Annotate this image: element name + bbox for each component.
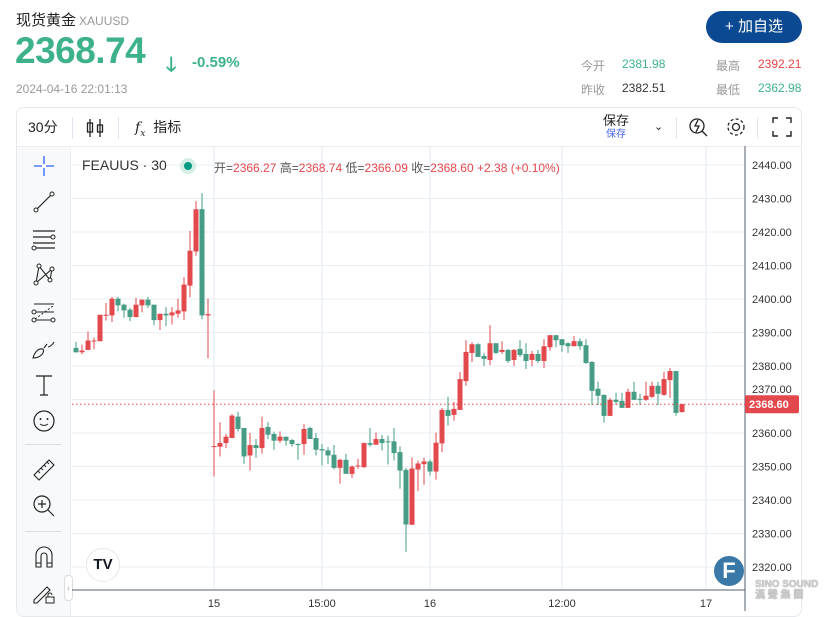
fullscreen-icon	[772, 117, 792, 137]
timestamp: 2024-04-16 22:01:13	[16, 82, 128, 96]
close-value: 2368.60	[430, 161, 474, 175]
save-label: 保存	[603, 113, 630, 128]
low-value: 2362.98	[758, 81, 802, 95]
prev-close-label: 昨收	[581, 83, 606, 97]
change-value: +2.38 (+0.10%)	[477, 161, 560, 175]
market-status-dot	[180, 158, 196, 174]
open-label: 今开	[581, 59, 606, 73]
pencil-lock-icon	[33, 586, 55, 604]
gear-icon	[727, 118, 745, 136]
brush-icon	[32, 341, 55, 359]
divider	[25, 444, 61, 445]
divider	[118, 117, 119, 139]
chart-toolbar: 30分 fx 指标 保存 保存 ⌄	[17, 108, 801, 147]
lock-drawings-tool[interactable]	[30, 579, 58, 607]
f-logo: F	[714, 556, 744, 586]
measure-tool[interactable]	[30, 456, 58, 484]
fibonacci-icon	[31, 303, 56, 323]
parallel-lines-tool[interactable]	[30, 225, 58, 253]
trend-line-icon	[33, 191, 55, 213]
interval-button[interactable]: 30分	[28, 119, 58, 135]
current-price: 2368.74	[15, 30, 146, 71]
instrument-title: 现货黄金 XAUUSD	[16, 9, 129, 30]
text-icon	[36, 375, 52, 396]
ruler-icon	[33, 459, 55, 481]
save-sublabel: 保存	[606, 129, 626, 140]
open-value: 2366.27	[233, 161, 277, 175]
drawing-toolbar	[17, 147, 71, 616]
magnet-icon	[35, 546, 53, 568]
chart-widget: 30分 fx 指标 保存 保存 ⌄ ‹	[16, 107, 802, 617]
divider	[25, 531, 61, 532]
pattern-tool[interactable]	[30, 261, 58, 289]
fib-tool[interactable]	[30, 298, 58, 326]
ohlc-legend: 开=2366.27 高=2368.74 低=2366.09 收=2368.60 …	[214, 159, 560, 176]
watermark-logo: SINO SOUND 漢 聲 集 團	[755, 579, 819, 601]
trend-line-tool[interactable]	[30, 188, 58, 216]
high-label: 高=	[279, 161, 299, 175]
low-label: 最低	[716, 83, 741, 97]
close-label: 收=	[411, 161, 431, 175]
settings-button[interactable]	[725, 108, 747, 147]
magnet-tool[interactable]	[30, 543, 58, 571]
function-icon: fx	[135, 120, 146, 139]
candle-style-button[interactable]	[85, 108, 107, 147]
text-tool[interactable]	[30, 371, 58, 399]
chevron-down-icon[interactable]: ⌄	[654, 121, 664, 133]
change-percent: -0.59%	[192, 54, 240, 71]
fullscreen-button[interactable]	[772, 108, 792, 147]
add-to-watchlist-button[interactable]: + 加自选	[706, 11, 802, 43]
divider	[72, 117, 73, 139]
emoji-tool[interactable]	[30, 407, 58, 435]
prev-close-value: 2382.51	[622, 81, 666, 95]
open-value: 2381.98	[622, 57, 666, 71]
brush-tool[interactable]	[30, 335, 58, 363]
arrow-down-icon: 🡓	[166, 54, 177, 76]
divider	[757, 117, 758, 139]
horizontal-lines-icon	[31, 230, 56, 251]
pattern-icon	[33, 263, 55, 286]
high-value: 2368.74	[298, 161, 343, 175]
zoom-in-tool[interactable]	[30, 492, 58, 520]
collapse-toolbar-button[interactable]: ‹	[64, 575, 73, 601]
candlestick-icon	[86, 119, 104, 137]
low-label: 低=	[345, 161, 365, 175]
tradingview-logo[interactable]: TV	[86, 548, 120, 582]
zoom-in-icon	[33, 495, 55, 517]
high-label: 最高	[716, 59, 741, 73]
save-button[interactable]: 保存 保存	[603, 114, 629, 153]
indicators-button[interactable]: fx 指标	[135, 108, 181, 147]
instrument-symbol: XAUUSD	[79, 14, 130, 28]
open-label: 开=	[214, 161, 234, 175]
crosshair-icon	[34, 156, 54, 176]
high-value: 2392.21	[758, 57, 802, 71]
indicators-label: 指标	[153, 119, 182, 135]
chart-symbol: FEAUUS · 30	[82, 157, 167, 173]
instrument-name: 现货黄金	[16, 12, 77, 29]
crosshair-tool[interactable]	[30, 152, 58, 180]
low-value: 2366.09	[364, 161, 408, 175]
smiley-icon	[33, 410, 55, 432]
divider	[676, 117, 677, 139]
lightning-search-icon	[689, 118, 708, 137]
quick-search-button[interactable]	[687, 108, 709, 147]
